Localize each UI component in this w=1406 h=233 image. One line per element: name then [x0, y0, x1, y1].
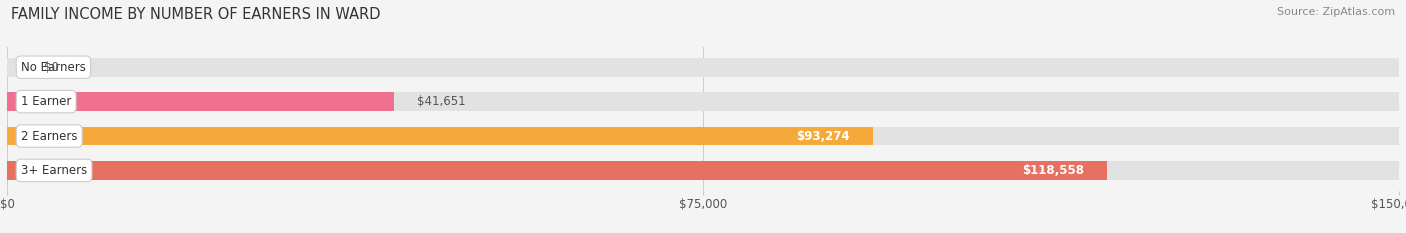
Text: 3+ Earners: 3+ Earners	[21, 164, 87, 177]
Text: FAMILY INCOME BY NUMBER OF EARNERS IN WARD: FAMILY INCOME BY NUMBER OF EARNERS IN WA…	[11, 7, 381, 22]
Text: $0: $0	[44, 61, 59, 74]
Text: Source: ZipAtlas.com: Source: ZipAtlas.com	[1277, 7, 1395, 17]
Bar	[7, 58, 1399, 77]
Text: 1 Earner: 1 Earner	[21, 95, 72, 108]
Text: No Earners: No Earners	[21, 61, 86, 74]
Bar	[7, 127, 873, 145]
Text: $93,274: $93,274	[796, 130, 849, 143]
Text: $41,651: $41,651	[416, 95, 465, 108]
Bar	[7, 127, 1399, 145]
Bar	[7, 161, 1399, 180]
Bar	[7, 161, 1107, 180]
Text: $118,558: $118,558	[1022, 164, 1084, 177]
Bar	[7, 92, 394, 111]
Text: 2 Earners: 2 Earners	[21, 130, 77, 143]
Bar	[7, 92, 1399, 111]
